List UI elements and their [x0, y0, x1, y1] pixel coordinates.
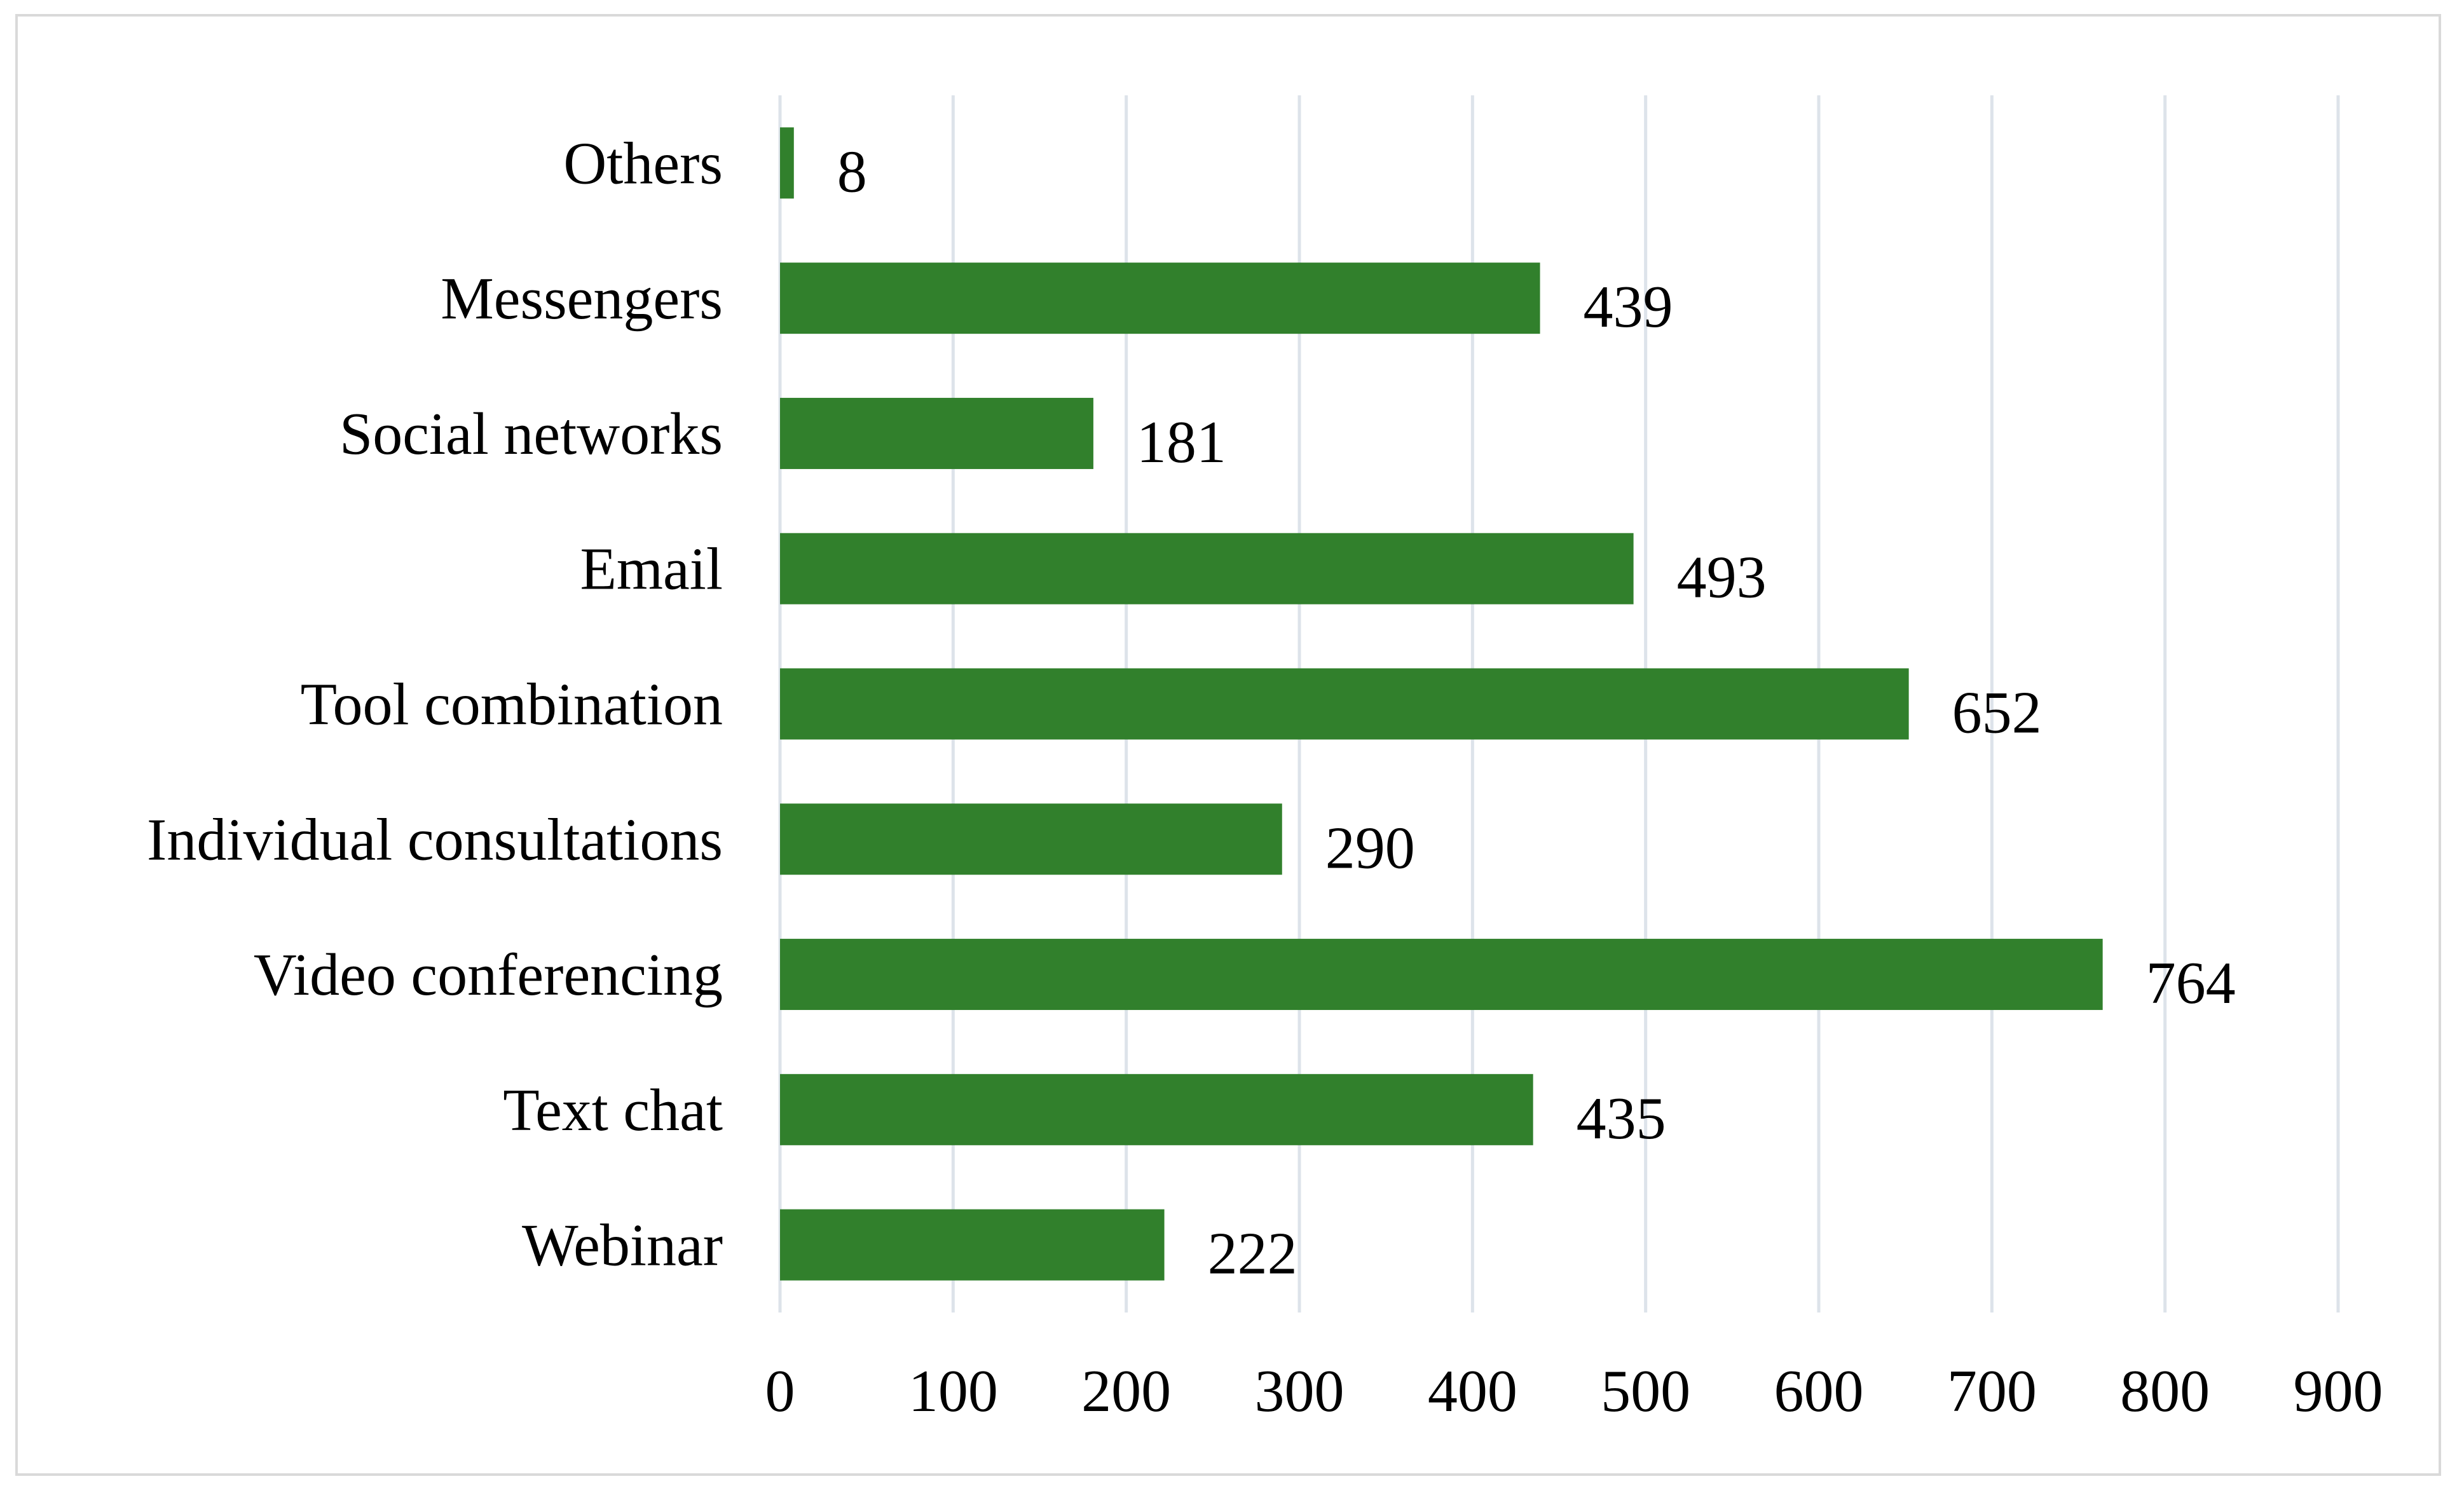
bar-others — [780, 127, 794, 199]
chart-frame — [15, 14, 2441, 1476]
data-labels: 8 439 181 493 652 290 764 435 222 — [837, 139, 2236, 1286]
category-label: Individual consultations — [147, 807, 723, 873]
category-label: Webinar — [522, 1213, 723, 1279]
bar-email — [780, 533, 1634, 604]
data-label: 181 — [1137, 409, 1226, 475]
data-label: 8 — [837, 139, 867, 205]
bar-individual-consultations — [780, 803, 1282, 875]
category-label: Social networks — [339, 401, 723, 467]
x-tick-label: 400 — [1428, 1358, 1517, 1424]
category-label: Video conferencing — [254, 942, 723, 1008]
x-tick-label: 600 — [1774, 1358, 1864, 1424]
bar-tool-combination — [780, 668, 1909, 740]
x-tick-labels: 0 100 200 300 400 500 600 700 800 900 — [765, 1358, 2383, 1424]
x-tick-label: 800 — [2120, 1358, 2210, 1424]
x-tick-label: 0 — [765, 1358, 795, 1424]
bar-video-conferencing — [780, 939, 2103, 1011]
bar-text-chat — [780, 1074, 1533, 1145]
bars — [780, 127, 2103, 1281]
category-label: Email — [580, 536, 723, 603]
data-label: 439 — [1584, 274, 1673, 340]
bar-social-networks — [780, 397, 1093, 469]
data-label: 435 — [1577, 1086, 1666, 1152]
x-tick-label: 100 — [908, 1358, 998, 1424]
x-tick-label: 900 — [2294, 1358, 2383, 1424]
data-label: 764 — [2146, 950, 2236, 1016]
x-tick-label: 500 — [1601, 1358, 1690, 1424]
category-label: Others — [563, 130, 723, 196]
category-label: Messengers — [441, 266, 723, 332]
data-label: 290 — [1325, 815, 1415, 881]
category-label: Tool combination — [301, 672, 723, 738]
x-tick-label: 200 — [1081, 1358, 1171, 1424]
bar-messengers — [780, 262, 1540, 334]
category-label: Text chat — [503, 1077, 723, 1143]
data-label: 652 — [1952, 680, 2042, 746]
category-labels: Others Messengers Social networks Email Tool… — [147, 130, 723, 1278]
bar-webinar — [780, 1209, 1165, 1281]
x-tick-label: 300 — [1255, 1358, 1345, 1424]
x-tick-label: 700 — [1947, 1358, 2037, 1424]
data-label: 493 — [1677, 545, 1767, 611]
data-label: 222 — [1208, 1221, 1297, 1287]
